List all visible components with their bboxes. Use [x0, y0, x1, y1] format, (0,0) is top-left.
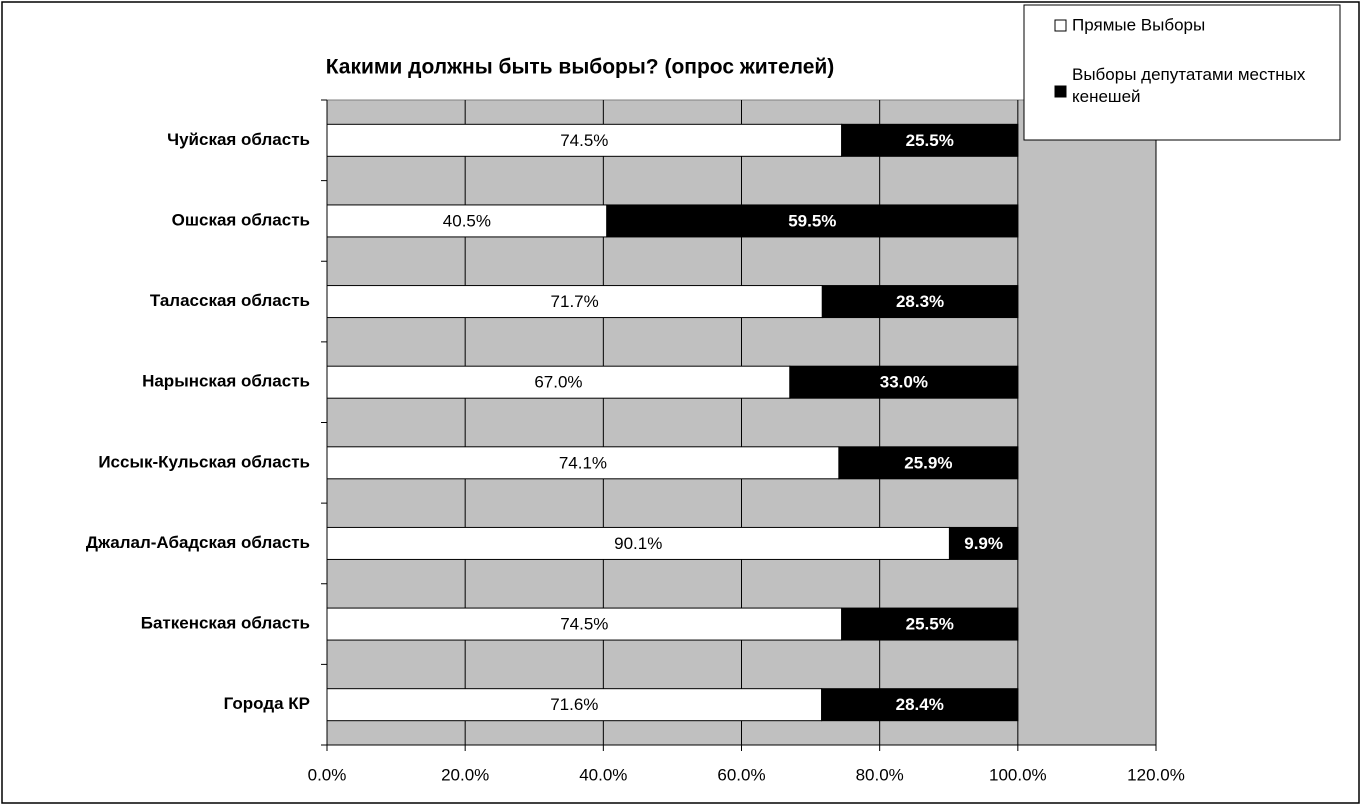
data-label: 28.4%	[896, 695, 944, 714]
bar-segment	[841, 123, 1019, 157]
legend-label: Выборы депутатами местных кенешей	[1072, 65, 1310, 106]
legend-label: Прямые Выборы	[1072, 15, 1205, 34]
data-label: 59.5%	[788, 211, 836, 230]
x-tick-label: 100.0%	[989, 765, 1047, 784]
bar-segment	[841, 607, 1019, 641]
data-label: 74.5%	[560, 131, 608, 150]
data-label: 74.5%	[560, 615, 608, 634]
chart-title: Какими должны быть выборы? (опрос жителе…	[326, 56, 835, 79]
bar-segment	[326, 285, 823, 319]
data-label: 71.6%	[550, 695, 598, 714]
x-tick-label: 20.0%	[441, 765, 489, 784]
y-tick-label: Нарынская область	[142, 372, 310, 391]
bar-segment	[948, 526, 1019, 560]
data-label: 74.1%	[559, 453, 607, 472]
bar-segment	[326, 446, 840, 480]
bar-segment	[326, 526, 950, 560]
x-tick-label: 40.0%	[579, 765, 627, 784]
y-tick-label: Города КР	[224, 694, 310, 713]
data-label: 9.9%	[964, 534, 1003, 553]
x-tick-label: 0.0%	[308, 765, 347, 784]
x-tick-label: 120.0%	[1127, 765, 1185, 784]
data-label: 33.0%	[880, 373, 928, 392]
bar-segment	[821, 688, 1019, 722]
bar-segment	[326, 688, 823, 722]
y-tick-label: Иссык-Кульская область	[98, 452, 310, 471]
bar-segment	[838, 446, 1019, 480]
bar-segment	[821, 285, 1019, 319]
data-label: 25.5%	[906, 131, 954, 150]
y-tick-label: Таласская область	[150, 291, 310, 310]
x-tick-label: 60.0%	[717, 765, 765, 784]
data-label: 25.9%	[904, 453, 952, 472]
data-label: 40.5%	[443, 211, 491, 230]
data-label: 90.1%	[614, 534, 662, 553]
bar-segment	[606, 204, 1019, 238]
x-tick-label: 80.0%	[856, 765, 904, 784]
legend-swatch	[1054, 85, 1067, 98]
bar-segment	[326, 365, 791, 399]
bar-segment	[326, 607, 843, 641]
data-label: 28.3%	[896, 292, 944, 311]
legend-box	[1023, 4, 1341, 141]
y-tick-label: Баткенская область	[141, 614, 310, 633]
y-tick-label: Ошская область	[172, 210, 310, 229]
legend-swatch	[1054, 19, 1067, 32]
bar-segment	[326, 123, 843, 157]
bar-segment	[789, 365, 1019, 399]
data-label: 25.5%	[906, 615, 954, 634]
data-label: 67.0%	[534, 373, 582, 392]
data-label: 71.7%	[551, 292, 599, 311]
y-tick-label: Чуйская область	[167, 130, 310, 149]
y-tick-label: Джалал-Абадская область	[86, 533, 310, 552]
